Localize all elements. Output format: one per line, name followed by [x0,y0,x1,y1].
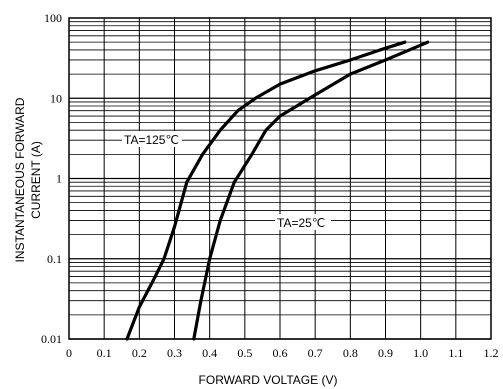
grid [68,17,492,340]
y-axis-label-line1: INSTANTANEOUS FORWARD [13,97,27,262]
y-axis-label-line2: CURRENT (A) [29,141,43,219]
x-tick-label: 0.1 [97,346,112,360]
x-tick-label: 0.5 [237,346,252,360]
annotation-125: TA=125℃ [124,133,179,147]
y-tick-label: 10 [50,91,62,105]
x-tick-label: 0.4 [202,346,217,360]
x-tick-label: 1.0 [413,346,428,360]
x-tick-label: 1.2 [484,346,499,360]
curves [125,40,430,341]
y-tick-labels: 0.01 0.1 1 10 100 [41,11,62,346]
x-tick-label: 0.3 [167,346,182,360]
x-tick-label: 0.2 [132,346,147,360]
x-tick-label: 1.1 [448,346,463,360]
x-tick-label: 0.8 [343,346,358,360]
x-tick-label: 0 [66,346,72,360]
series-curve-ta125 [125,40,407,341]
y-tick-label: 100 [44,11,62,25]
annotations: TA=125℃ TA=25℃ [122,131,331,230]
x-tick-label: 0.9 [378,346,393,360]
annotation-25-bg [275,214,331,230]
annotation-25: TA=25℃ [277,216,325,230]
plot-frame [68,17,492,340]
x-tick-label: 0.6 [273,346,288,360]
y-tick-label: 1 [56,172,62,186]
x-tick-labels: 0 0.1 0.2 0.3 0.4 0.5 0.6 0.7 0.8 0.9 1.0 1.1 1.2 [66,346,499,360]
series-curve-ta25 [192,40,430,341]
x-tick-label: 0.7 [308,346,323,360]
y-tick-label: 0.01 [41,332,62,346]
y-tick-label: 0.1 [47,252,62,266]
annotation-125-bg [122,131,182,147]
x-axis-label: FORWARD VOLTAGE (V) [199,373,338,387]
